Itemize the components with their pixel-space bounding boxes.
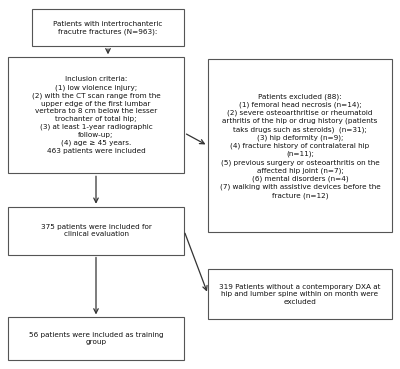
FancyBboxPatch shape [8,207,184,255]
FancyBboxPatch shape [8,317,184,360]
Text: Patients excluded (88):
(1) femoral head necrosis (n=14);
(2) severe osteoarthri: Patients excluded (88): (1) femoral head… [220,93,380,199]
Text: Inclusion criteria:
(1) low violence injury;
(2) with the CT scan range from the: Inclusion criteria: (1) low violence inj… [32,76,160,154]
FancyBboxPatch shape [32,9,184,46]
FancyBboxPatch shape [8,57,184,173]
Text: Patients with intertrochanteric
fracutre fractures (N=963):: Patients with intertrochanteric fracutre… [53,21,163,35]
Text: 319 Patients without a contemporary DXA at
hip and lumber spine within on month : 319 Patients without a contemporary DXA … [219,283,381,305]
Text: 56 patients were included as training
group: 56 patients were included as training gr… [29,332,163,345]
FancyBboxPatch shape [208,269,392,319]
FancyBboxPatch shape [208,59,392,232]
Text: 375 patients were included for
clinical evaluation: 375 patients were included for clinical … [40,224,152,238]
